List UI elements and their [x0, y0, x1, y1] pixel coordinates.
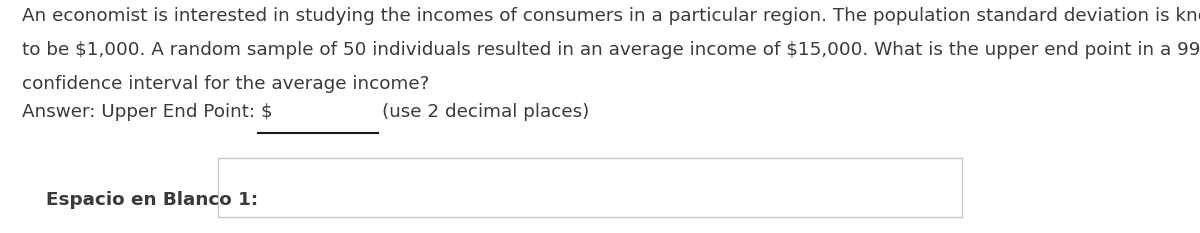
Text: (use 2 decimal places): (use 2 decimal places): [382, 103, 589, 120]
Text: to be \$1,000. A random sample of 50 individuals resulted in an average income o: to be \$1,000. A random sample of 50 ind…: [22, 41, 1200, 59]
FancyBboxPatch shape: [218, 158, 962, 217]
Text: confidence interval for the average income?: confidence interval for the average inco…: [22, 75, 428, 93]
Text: Espacio en Blanco 1:: Espacio en Blanco 1:: [46, 191, 258, 209]
Text: An economist is interested in studying the incomes of consumers in a particular : An economist is interested in studying t…: [22, 7, 1200, 25]
Text: Answer: Upper End Point: \$: Answer: Upper End Point: \$: [22, 103, 272, 120]
